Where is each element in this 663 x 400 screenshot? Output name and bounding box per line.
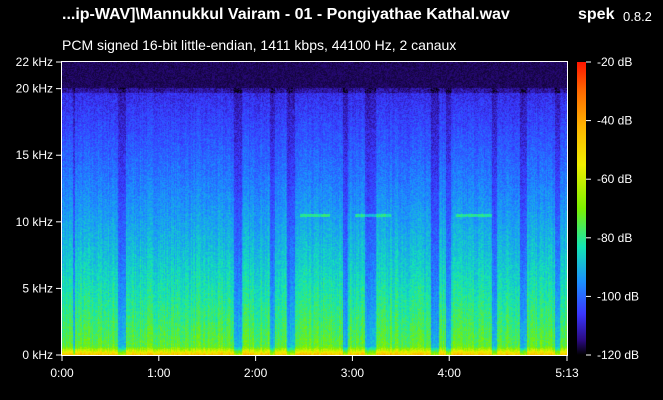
color-scale-tick-label: -80 dB [597,231,632,245]
color-scale-axis: -20 dB -40 dB -60 dB -80 dB -100 dB -120 dB [586,55,639,362]
time-tick-label: 4:00 [438,366,462,380]
file-title: ...ip-WAV]\Mannukkul Vairam - 01 - Pongi… [62,6,510,23]
spectrogram-plot [62,62,567,355]
frequency-tick-label: 0 kHz [22,348,53,362]
plot-frame [61,61,568,356]
frequency-tick-label: 20 kHz [16,82,53,96]
time-tick-label: 1:00 [147,366,171,380]
frequency-tick-label: 15 kHz [16,148,53,162]
audio-format-info: PCM signed 16-bit little-endian, 1411 kb… [62,37,457,53]
frequency-axis: 0 kHz 5 kHz 10 kHz 15 kHz 20 kHz 22 kHz [16,55,62,362]
color-scale-bar [577,62,586,355]
time-tick-label: 3:00 [341,366,365,380]
frequency-tick-label: 5 kHz [22,281,53,295]
app-version: 0.8.2 [623,9,652,24]
frequency-tick-label: 10 kHz [16,215,53,229]
time-tick-label: 2:00 [244,366,268,380]
time-tick-label: 0:00 [50,366,74,380]
frequency-tick-label: 22 kHz [16,55,53,69]
color-scale-tick-label: -120 dB [597,348,639,362]
color-scale-tick-label: -20 dB [597,55,632,69]
color-scale-tick-label: -100 dB [597,289,639,303]
app-name: spek [578,6,615,23]
color-scale-tick-label: -40 dB [597,114,632,128]
time-tick-label: 5:13 [555,366,579,380]
color-scale-tick-label: -60 dB [597,172,632,186]
time-axis: 0:00 1:00 2:00 3:00 4:00 5:13 [50,355,579,380]
